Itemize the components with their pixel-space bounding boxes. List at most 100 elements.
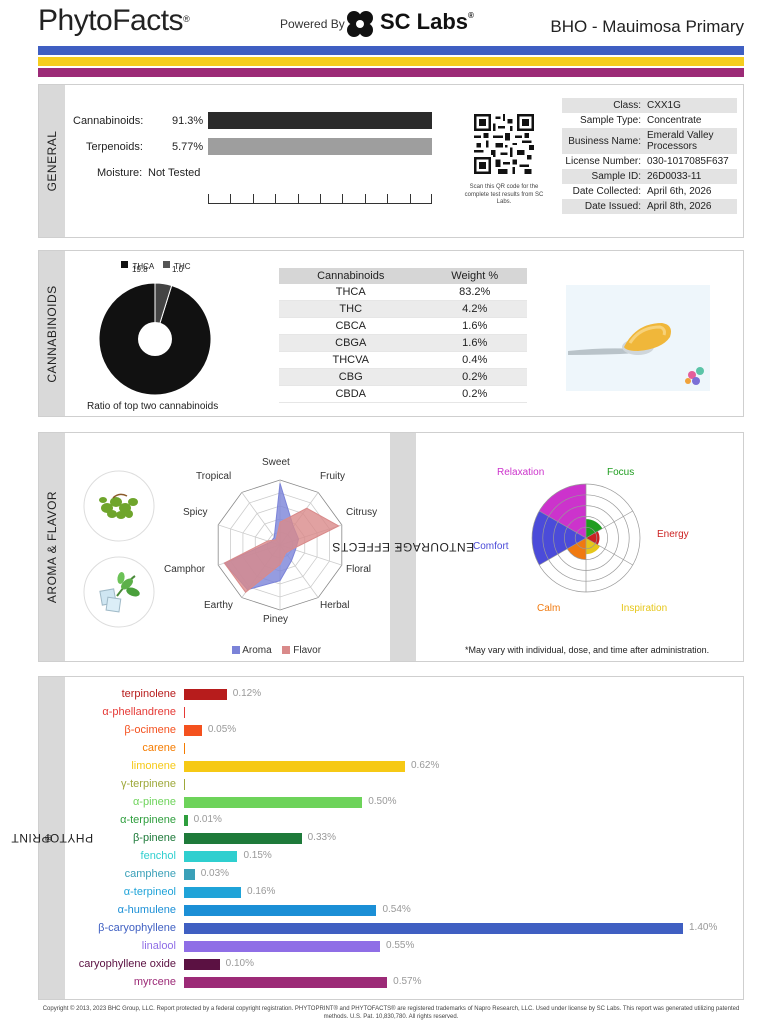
aroma-flavor-panel: AROMA & FLAVOR ENTOURAGE EFFECTS *	[38, 432, 744, 662]
terpene-value: 0.10%	[225, 958, 254, 969]
info-row: Class: CXX1G	[562, 98, 737, 113]
terpene-row: γ-terpinene	[66, 778, 756, 792]
terpene-bar	[184, 851, 238, 862]
flavor-legend-label: Flavor	[293, 645, 322, 656]
stripe-blue	[38, 46, 744, 55]
cannabinoid-header: Cannabinoids	[279, 268, 423, 284]
info-row: Business Name: Emerald Valley Processors	[562, 128, 737, 154]
terpene-bar	[184, 761, 405, 772]
terpene-name: α-humulene	[117, 904, 176, 916]
footer-copyright: Copyright © 2013, 2023 BHC Group, LLC. R…	[42, 1006, 740, 1020]
terpene-value: 0.03%	[200, 868, 230, 879]
effect-spoke	[539, 537, 587, 566]
effect-spoke	[585, 510, 633, 539]
info-value: April 8th, 2026	[644, 199, 737, 214]
cannabinoid-name: CBG	[279, 368, 423, 386]
effect-inspiration-label: Inspiration	[621, 603, 668, 614]
effect-calm-label: Calm	[537, 603, 561, 614]
cannabinoid-name: CBGA	[279, 334, 423, 352]
terpene-row: limonene 0.62%	[66, 760, 756, 774]
cannabinoid-row: CBGA 1.6%	[279, 334, 527, 352]
terpene-bar	[184, 905, 377, 916]
terpene-row: terpinolene 0.12%	[66, 688, 756, 702]
terpene-bar	[184, 887, 242, 898]
info-key: Date Issued:	[562, 199, 644, 214]
info-key: Class:	[562, 98, 644, 113]
thc-legend-label: THC	[174, 262, 191, 271]
cannabinoid-name: CBCA	[279, 317, 423, 335]
effect-focus-label: Focus	[607, 467, 635, 478]
terpene-value: 0.16%	[247, 886, 276, 897]
stripe-yellow	[38, 57, 744, 66]
terpene-bar	[184, 725, 202, 736]
weight-header: Weight %	[422, 268, 527, 284]
effect-sector-relaxation	[539, 484, 586, 538]
terpene-bar	[184, 941, 381, 952]
phytofacts-logo: PhytoFacts®	[38, 4, 190, 37]
terpene-value: 0.05%	[207, 724, 237, 735]
radar-spoke	[241, 492, 281, 546]
info-value: 26D0033-11	[644, 169, 737, 184]
terpene-bar	[184, 815, 188, 826]
terpene-bar	[184, 923, 683, 934]
cannabinoid-table: Cannabinoids Weight % THCA 83.2% THC 4.2% CB…	[279, 268, 527, 403]
info-value: Emerald Valley Processors	[644, 128, 737, 154]
terpene-row: α-phellandrene	[66, 706, 756, 720]
terpene-name: fenchol	[140, 850, 176, 862]
ratio-legend: THCA THC	[121, 256, 191, 274]
aroma-legend-label: Aroma	[242, 645, 272, 656]
terpene-value: 0.01%	[193, 814, 222, 825]
phytoprint-panel: PHYTOPRINT ®	[11, 676, 744, 1000]
entourage-panel-label: ENTOURAGE EFFECTS *	[332, 433, 474, 661]
aroma-legend-swatch	[232, 646, 240, 655]
terpene-row: camphene 0.03%	[66, 868, 756, 882]
terpene-value: 0.33%	[307, 832, 336, 843]
cannabinoid-weight: 4.2%	[422, 300, 527, 318]
info-key: Business Name:	[562, 128, 644, 154]
cannabinoid-weight: 0.4%	[422, 351, 527, 369]
terpene-bar	[184, 689, 227, 700]
terpene-row: β-pinene 0.33%	[66, 832, 756, 846]
radar-axis-label: Piney	[263, 614, 289, 625]
info-row: Date Issued: April 8th, 2026	[562, 199, 737, 214]
qr-code-icon[interactable]	[474, 114, 534, 174]
terpenoids-label: Terpenoids:	[86, 141, 143, 153]
powered-by-text: Powered By	[280, 17, 345, 31]
thc-legend-swatch	[162, 261, 170, 269]
effect-spoke	[539, 510, 587, 539]
cannabinoids-label: Cannabinoids:	[73, 115, 144, 127]
radar-axis-label: Tropical	[196, 471, 232, 482]
cannabinoid-row: THCA 83.2%	[279, 284, 527, 301]
terpene-value: 0.62%	[410, 760, 440, 771]
terpene-row: α-terpineol 0.16%	[66, 886, 756, 900]
terpene-name: camphene	[124, 868, 176, 880]
flavor-series	[223, 507, 340, 594]
info-row: Sample Type: Concentrate	[562, 113, 737, 128]
cannabinoid-row: THCVA 0.4%	[279, 351, 527, 369]
sc-labs-logo-icon	[347, 11, 373, 37]
terpene-bar	[184, 779, 185, 790]
strain-title: BHO - Mauimosa Primary	[550, 17, 744, 36]
terpene-name: β-ocimene	[124, 724, 176, 736]
terpene-name: β-caryophyllene	[98, 922, 176, 934]
terpene-row: myrcene 0.57%	[66, 976, 756, 990]
terpene-name: α-terpineol	[123, 886, 176, 898]
effect-spoke	[585, 537, 633, 566]
effect-energy-label: Energy	[657, 529, 689, 540]
info-row: License Number: 030-1017085F637	[562, 154, 737, 169]
radar-axis-label: Camphor	[164, 564, 206, 575]
radar-axis-label: Citrusy	[346, 507, 378, 518]
info-key: Sample ID:	[562, 169, 644, 184]
terpene-value: 0.15%	[243, 850, 272, 861]
terpene-value: 0.57%	[393, 976, 422, 987]
cannabinoid-weight: 1.6%	[422, 334, 527, 352]
terpene-bar	[184, 797, 363, 808]
moisture-value: Not Tested	[148, 167, 201, 179]
terpene-name: α-pinene	[132, 796, 176, 808]
cannabinoid-name: CBDA	[279, 385, 423, 403]
effect-relaxation-label: Relaxation	[497, 467, 545, 478]
qr-caption: Scan this QR code for the complete test …	[464, 184, 544, 205]
cannabinoid-row: CBCA 1.6%	[279, 317, 527, 335]
terpene-value: 0.54%	[382, 904, 411, 915]
terpene-name: carene	[142, 742, 176, 754]
